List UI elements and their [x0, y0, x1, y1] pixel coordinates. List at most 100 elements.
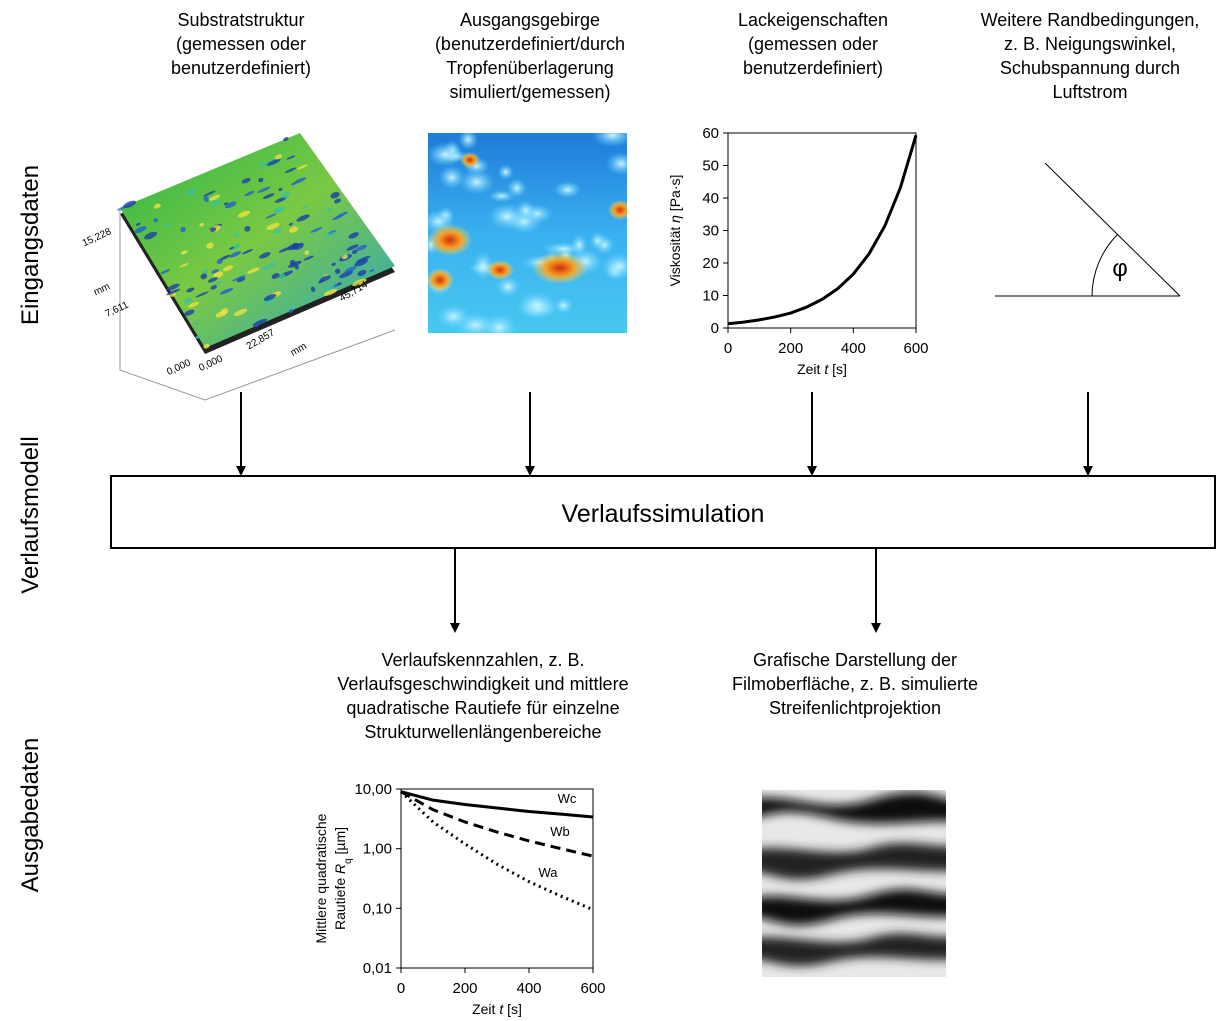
- caption-line: Lackeigenschaften: [738, 10, 888, 30]
- texture-spot: [254, 324, 259, 327]
- axis-title-part: Rautiefe: [332, 874, 348, 930]
- caption-line: Tropfenüberlagerung: [446, 58, 613, 78]
- texture-spot: [274, 154, 283, 160]
- simulation-label: Verlaufssimulation: [562, 500, 765, 528]
- caption-line: (gemessen oder: [176, 34, 306, 54]
- texture-spot: [283, 137, 289, 142]
- texture-spot: [187, 189, 196, 196]
- texture-spot: [236, 277, 246, 283]
- caption-line: Filmoberfläche, z. B. simulierte: [732, 674, 978, 694]
- texture-spot: [206, 242, 214, 249]
- axis-title-part: R: [332, 864, 348, 874]
- arrow-head: [525, 466, 535, 476]
- texture-spot: [247, 267, 260, 274]
- texture-spot: [339, 270, 353, 279]
- texture-spot: [203, 343, 210, 349]
- texture-spot: [262, 193, 275, 199]
- texture-spot: [355, 244, 367, 252]
- texture-spot: [195, 291, 209, 298]
- x-tick-label: 0: [397, 980, 405, 997]
- texture-spot: [344, 266, 357, 273]
- texture-spot: [323, 231, 339, 239]
- caption-line: simuliert/gemessen): [449, 82, 610, 102]
- texture-spot: [166, 288, 181, 296]
- texture-spot: [515, 199, 536, 221]
- axis-title: Zeit t [s]: [472, 1001, 522, 1017]
- caption-line: benutzerdefiniert): [743, 58, 883, 78]
- row-label: Eingangsdaten: [17, 165, 44, 325]
- caption-line: z. B. Neigungswinkel,: [1004, 34, 1176, 54]
- texture-spot: [199, 222, 205, 227]
- texture-spot: [271, 273, 280, 279]
- texture-spot: [357, 269, 367, 277]
- texture-spot: [153, 203, 161, 209]
- x-tick-label: 200: [452, 980, 477, 997]
- texture-spot: [356, 255, 371, 263]
- y-tick-label: 30: [702, 223, 719, 240]
- texture-spot: [486, 260, 514, 280]
- texture-spot: [278, 187, 283, 192]
- texture-spot: [438, 165, 465, 190]
- y-tick-label: 0,10: [363, 900, 392, 917]
- surface-axes: [119, 208, 396, 401]
- arrow-head: [871, 623, 881, 633]
- series-label: Wb: [550, 824, 570, 839]
- texture-spot: [166, 283, 180, 291]
- x-tick-label: 600: [903, 340, 928, 357]
- y-tick-label: 40: [702, 190, 719, 207]
- axis-title: Mittlere quadratische: [313, 813, 329, 943]
- texture-spot: [262, 263, 277, 270]
- arrow-head: [236, 466, 246, 476]
- texture-spot: [291, 181, 299, 186]
- texture-spot: [180, 226, 186, 233]
- axis-title-part: Zeit: [797, 361, 824, 377]
- texture-spot: [263, 299, 274, 305]
- caption-line: Verlaufsgeschwindigkeit und mittlere: [337, 674, 628, 694]
- texture-spot: [289, 259, 296, 266]
- texture-spot: [292, 242, 299, 249]
- y-tick-label: 0,01: [363, 960, 392, 977]
- texture-spot: [232, 275, 246, 282]
- texture-spot: [346, 244, 359, 251]
- texture-spot: [266, 222, 280, 230]
- texture-spot: [212, 271, 224, 279]
- surface-axis-label: 0,000: [165, 357, 193, 378]
- texture-spot: [506, 178, 527, 198]
- texture-spot: [265, 213, 277, 219]
- texture-spot: [608, 200, 627, 220]
- texture-spot: [258, 177, 264, 183]
- texture-spot: [532, 252, 588, 284]
- surface-axis-label: 0,000: [197, 353, 225, 374]
- stripe-texture: [762, 792, 946, 967]
- y-tick-label: 0: [711, 320, 719, 337]
- texture-spot: [296, 164, 308, 170]
- arrow-head: [807, 466, 817, 476]
- texture-spot: [301, 205, 308, 210]
- angle-arc: [1091, 233, 1119, 297]
- surface-axis-label: 7,611: [104, 299, 131, 319]
- texture-spot: [589, 231, 606, 250]
- texture-spot: [241, 178, 251, 184]
- texture-spot: [208, 194, 221, 201]
- texture-spot: [194, 321, 200, 326]
- texture-spot: [428, 224, 472, 256]
- series-label: Wc: [558, 791, 577, 806]
- axis-title-part: [µm]: [332, 827, 348, 858]
- texture-spot: [272, 228, 283, 234]
- x-tick-label: 600: [580, 980, 605, 997]
- caption-line: Streifenlichtprojektion: [769, 698, 941, 718]
- texture-spot: [160, 269, 171, 274]
- caption-line: (gemessen oder: [748, 34, 878, 54]
- y-tick-label: 10,00: [354, 781, 392, 798]
- texture-spot: [209, 227, 217, 233]
- texture-spot: [117, 206, 126, 211]
- surface-image: [120, 133, 395, 348]
- texture-spot: [303, 255, 314, 261]
- texture-spot: [341, 254, 349, 260]
- texture-spot: [324, 285, 335, 291]
- texture-spot: [460, 152, 480, 168]
- texture-spot: [312, 264, 317, 268]
- texture-spot: [296, 214, 310, 222]
- texture-spot: [348, 232, 359, 239]
